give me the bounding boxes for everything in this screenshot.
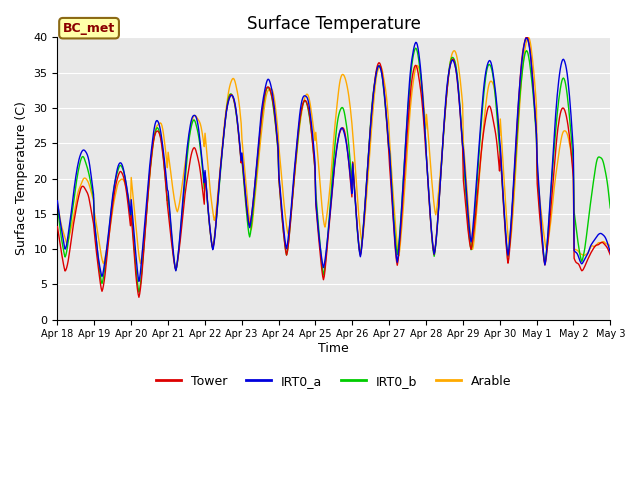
Title: Surface Temperature: Surface Temperature xyxy=(247,15,420,33)
Tower xyxy=(54,224,61,229)
Tower xyxy=(120,177,128,183)
Arable xyxy=(525,35,532,41)
Arable xyxy=(418,81,426,87)
Arable xyxy=(207,190,214,195)
Tower xyxy=(402,151,410,156)
Arable xyxy=(177,189,185,195)
IRT0_b xyxy=(419,96,426,101)
IRT0_a xyxy=(523,35,531,41)
Arable xyxy=(54,200,61,206)
Arable xyxy=(607,243,614,249)
Text: BC_met: BC_met xyxy=(63,22,115,35)
Tower xyxy=(63,262,71,268)
Tower xyxy=(523,34,531,40)
IRT0_b xyxy=(54,204,61,209)
Arable xyxy=(402,171,410,177)
Arable xyxy=(63,240,71,245)
IRT0_b xyxy=(135,289,143,295)
IRT0_b xyxy=(120,171,128,177)
Tower xyxy=(135,294,143,300)
Tower xyxy=(418,97,426,103)
IRT0_a xyxy=(207,229,214,235)
Line: IRT0_a: IRT0_a xyxy=(58,38,611,281)
Y-axis label: Surface Temperature (C): Surface Temperature (C) xyxy=(15,102,28,255)
Tower xyxy=(207,230,214,236)
IRT0_a xyxy=(607,249,614,255)
IRT0_b xyxy=(177,221,185,227)
IRT0_a xyxy=(63,237,71,243)
Line: Arable: Arable xyxy=(58,38,611,264)
IRT0_b xyxy=(207,231,214,237)
Arable xyxy=(121,181,129,187)
IRT0_b xyxy=(63,244,71,250)
Tower xyxy=(177,228,185,234)
IRT0_a xyxy=(54,198,61,204)
Line: IRT0_b: IRT0_b xyxy=(58,48,611,292)
IRT0_b xyxy=(412,45,420,51)
Arable xyxy=(100,261,108,266)
IRT0_a xyxy=(402,137,410,143)
Tower xyxy=(607,252,614,258)
IRT0_b xyxy=(607,205,614,211)
Legend: Tower, IRT0_a, IRT0_b, Arable: Tower, IRT0_a, IRT0_b, Arable xyxy=(151,370,516,393)
IRT0_a xyxy=(177,217,185,223)
IRT0_a xyxy=(135,278,143,284)
X-axis label: Time: Time xyxy=(319,342,349,355)
IRT0_b xyxy=(402,139,410,144)
IRT0_a xyxy=(120,170,128,176)
Line: Tower: Tower xyxy=(58,37,611,297)
IRT0_a xyxy=(418,81,426,87)
